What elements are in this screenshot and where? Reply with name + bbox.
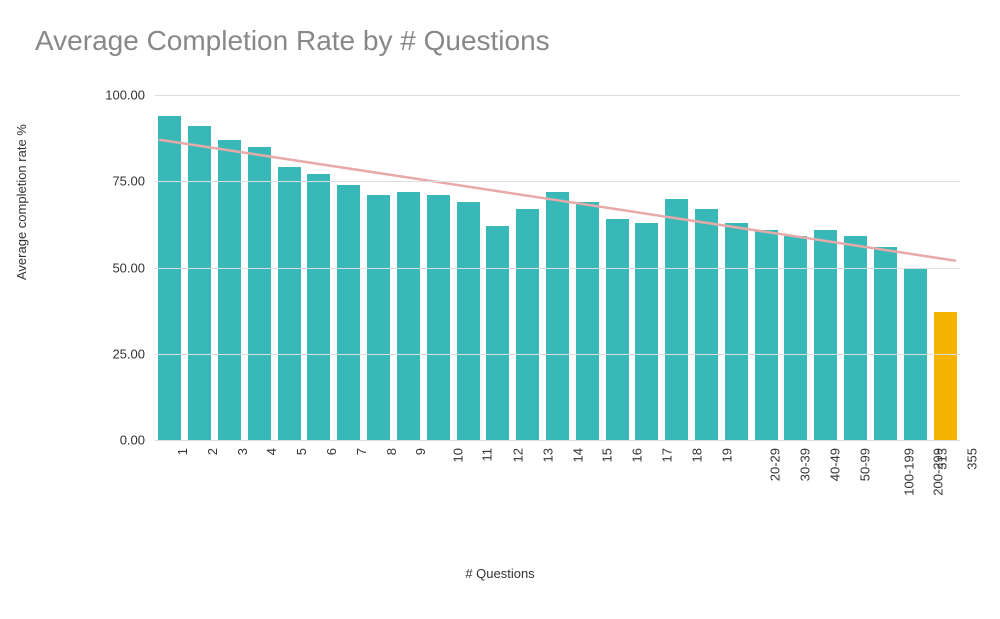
- bar: [755, 230, 778, 440]
- plot-area: [155, 95, 960, 440]
- x-tick-label: 20-29: [768, 448, 783, 481]
- x-tick-label: 14: [570, 448, 585, 462]
- bar: [934, 312, 957, 440]
- y-tick-label: 25.00: [112, 346, 145, 361]
- bar: [397, 192, 420, 440]
- bar: [576, 202, 599, 440]
- bar: [546, 192, 569, 440]
- x-tick-label: 8: [384, 448, 399, 455]
- bar: [278, 167, 301, 440]
- y-axis-label: Average completion rate %: [14, 124, 29, 280]
- bar: [814, 230, 837, 440]
- gridline: [155, 440, 960, 441]
- chart-title: Average Completion Rate by # Questions: [35, 25, 550, 57]
- x-tick-label: 30-39: [797, 448, 812, 481]
- bar: [606, 219, 629, 440]
- y-tick-label: 75.00: [112, 174, 145, 189]
- y-tick-label: 100.00: [105, 88, 145, 103]
- x-tick-label: 13: [540, 448, 555, 462]
- bar: [427, 195, 450, 440]
- x-axis-label: # Questions: [465, 566, 534, 581]
- x-tick-label: 6: [324, 448, 339, 455]
- y-tick-label: 50.00: [112, 260, 145, 275]
- x-tick-label: 5: [294, 448, 309, 455]
- gridline: [155, 354, 960, 355]
- x-tick-label: 17: [659, 448, 674, 462]
- bar: [725, 223, 748, 440]
- x-tick-label: 11: [480, 448, 495, 462]
- x-tick-label: 3: [235, 448, 250, 455]
- bar: [635, 223, 658, 440]
- x-tick-label: 2: [205, 448, 220, 455]
- gridline: [155, 268, 960, 269]
- x-tick-label: 1: [175, 448, 190, 455]
- gridline: [155, 95, 960, 96]
- bar: [665, 199, 688, 441]
- bar: [367, 195, 390, 440]
- x-tick-label: 40-49: [827, 448, 842, 481]
- bar: [486, 226, 509, 440]
- bar: [218, 140, 241, 440]
- x-tick-label: 355: [965, 448, 980, 470]
- bar: [516, 209, 539, 440]
- x-tick-label: 15: [600, 448, 615, 462]
- x-tick-label: 313: [935, 448, 950, 470]
- bar: [307, 174, 330, 440]
- x-tick-label: 16: [630, 448, 645, 462]
- x-tick-label: 19: [719, 448, 734, 462]
- bar: [337, 185, 360, 440]
- x-tick-label: 50-99: [857, 448, 872, 481]
- bar: [158, 116, 181, 440]
- gridline: [155, 181, 960, 182]
- x-tick-label: 9: [414, 448, 429, 455]
- x-tick-label: 10: [451, 448, 466, 462]
- x-tick-label: 100-199: [901, 448, 916, 496]
- bar: [248, 147, 271, 440]
- x-tick-label: 12: [510, 448, 525, 462]
- bar: [874, 247, 897, 440]
- bar: [695, 209, 718, 440]
- x-tick-label: 4: [265, 448, 280, 455]
- bar: [457, 202, 480, 440]
- bar: [188, 126, 211, 440]
- x-tick-label: 7: [354, 448, 369, 455]
- y-tick-label: 0.00: [120, 433, 145, 448]
- x-tick-label: 18: [689, 448, 704, 462]
